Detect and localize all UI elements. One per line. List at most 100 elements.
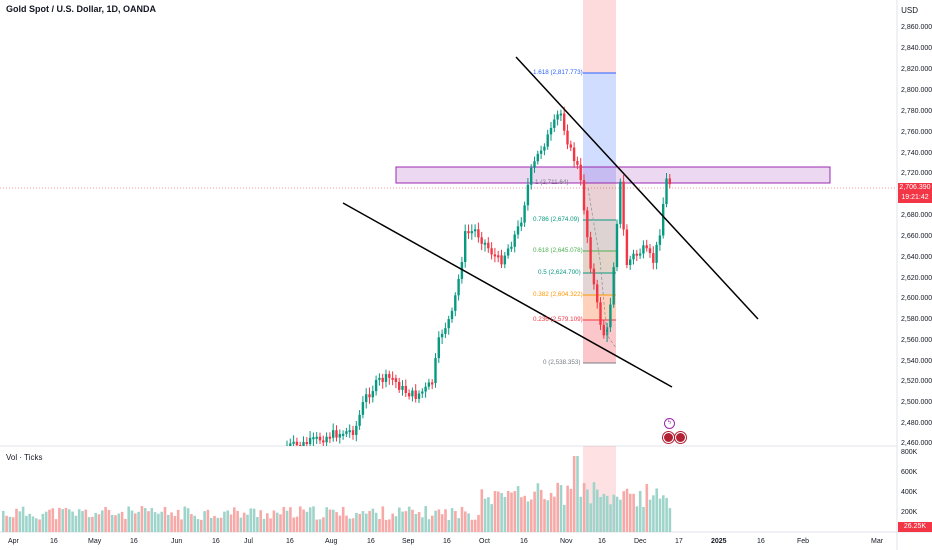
candle-body[interactable] (516, 226, 520, 235)
candle-body[interactable] (450, 310, 454, 320)
candle-body[interactable] (351, 430, 355, 435)
candle-body[interactable] (315, 436, 318, 439)
candle-body[interactable] (358, 414, 361, 426)
candle-body[interactable] (345, 431, 348, 434)
candle-body[interactable] (605, 327, 609, 336)
candle-body[interactable] (483, 242, 487, 245)
trendline-upper[interactable] (515, 56, 759, 320)
candle-body[interactable] (454, 295, 457, 311)
candle-body[interactable] (642, 245, 645, 254)
candle-body[interactable] (424, 386, 427, 392)
position-target-zone[interactable] (583, 73, 616, 183)
candle-body[interactable] (513, 234, 516, 247)
candle-body[interactable] (440, 333, 444, 338)
candle-body[interactable] (467, 231, 470, 234)
candle-body[interactable] (338, 434, 341, 438)
candle-body[interactable] (332, 430, 335, 438)
candle-body[interactable] (645, 245, 648, 249)
candle-body[interactable] (318, 436, 322, 441)
volume-indicator-label[interactable]: Vol · Ticks (6, 453, 43, 462)
candle-body[interactable] (384, 374, 388, 382)
candle-body[interactable] (391, 377, 394, 380)
candle-body[interactable] (652, 253, 655, 263)
us-flag-icon[interactable] (675, 432, 686, 443)
candle-body[interactable] (361, 402, 365, 415)
candle-body[interactable] (335, 430, 338, 438)
trendline-lower[interactable] (342, 202, 673, 388)
candle-body[interactable] (655, 244, 658, 263)
candle-body[interactable] (417, 393, 421, 399)
candle-body[interactable] (602, 324, 605, 336)
candle-body[interactable] (295, 441, 299, 446)
candle-body[interactable] (632, 253, 635, 260)
candle-body[interactable] (559, 113, 563, 116)
candle-body[interactable] (635, 253, 638, 256)
candle-body[interactable] (609, 304, 612, 328)
candle-body[interactable] (414, 390, 417, 399)
candle-body[interactable] (473, 229, 477, 232)
candle-body[interactable] (477, 229, 480, 238)
candle-body[interactable] (325, 436, 328, 443)
candle-body[interactable] (523, 205, 526, 223)
us-flag-icon[interactable] (663, 432, 674, 443)
candle-body[interactable] (589, 237, 592, 269)
candle-body[interactable] (506, 248, 510, 256)
position-risk-zone[interactable] (583, 0, 616, 73)
candle-body[interactable] (394, 378, 398, 382)
candle-body[interactable] (569, 144, 572, 148)
candle-body[interactable] (566, 130, 569, 145)
candle-body[interactable] (480, 237, 483, 244)
candle-body[interactable] (536, 153, 539, 162)
candle-body[interactable] (572, 147, 576, 162)
candle-body[interactable] (665, 178, 668, 205)
candle-body[interactable] (457, 278, 460, 296)
candle-body[interactable] (638, 253, 642, 256)
candle-body[interactable] (289, 443, 292, 446)
candle-body[interactable] (299, 445, 302, 446)
candle-body[interactable] (612, 267, 615, 305)
candle-body[interactable] (411, 390, 414, 397)
candle-body[interactable] (434, 358, 437, 384)
candle-body[interactable] (401, 385, 404, 390)
candle-body[interactable] (312, 437, 315, 440)
candle-body[interactable] (292, 441, 295, 444)
candle-body[interactable] (348, 430, 351, 433)
candle-body[interactable] (322, 440, 325, 443)
candle-body[interactable] (520, 222, 523, 227)
candle-body[interactable] (355, 425, 358, 435)
candle-body[interactable] (625, 229, 629, 266)
candle-body[interactable] (533, 161, 536, 168)
resistance-box[interactable] (395, 166, 831, 184)
candle-body[interactable] (427, 382, 431, 387)
candle-body[interactable] (470, 231, 473, 234)
candle-body[interactable] (371, 391, 374, 398)
candle-body[interactable] (398, 381, 401, 390)
candle-body[interactable] (543, 146, 546, 151)
candle-body[interactable] (493, 254, 497, 257)
candle-body[interactable] (549, 127, 553, 135)
candle-body[interactable] (431, 382, 434, 385)
candle-body[interactable] (374, 379, 378, 392)
candle-body[interactable] (563, 113, 566, 131)
candle-body[interactable] (365, 394, 368, 403)
candle-body[interactable] (629, 259, 632, 266)
candle-body[interactable] (556, 114, 559, 120)
candle-body[interactable] (648, 248, 652, 254)
candle-body[interactable] (526, 184, 530, 206)
candle-body[interactable] (421, 391, 424, 394)
candle-body[interactable] (662, 204, 665, 236)
candle-body[interactable] (341, 433, 345, 436)
candle-body[interactable] (599, 302, 602, 325)
candle-body[interactable] (447, 319, 450, 329)
candle-body[interactable] (553, 119, 556, 128)
candle-body[interactable] (302, 442, 305, 446)
candle-body[interactable] (490, 248, 493, 255)
candle-body[interactable] (596, 284, 599, 303)
candle-body[interactable] (487, 242, 490, 249)
candle-body[interactable] (668, 178, 671, 185)
candle-body[interactable] (388, 374, 391, 378)
candle-body[interactable] (407, 393, 411, 397)
candle-body[interactable] (437, 337, 440, 359)
candle-body[interactable] (658, 235, 662, 245)
